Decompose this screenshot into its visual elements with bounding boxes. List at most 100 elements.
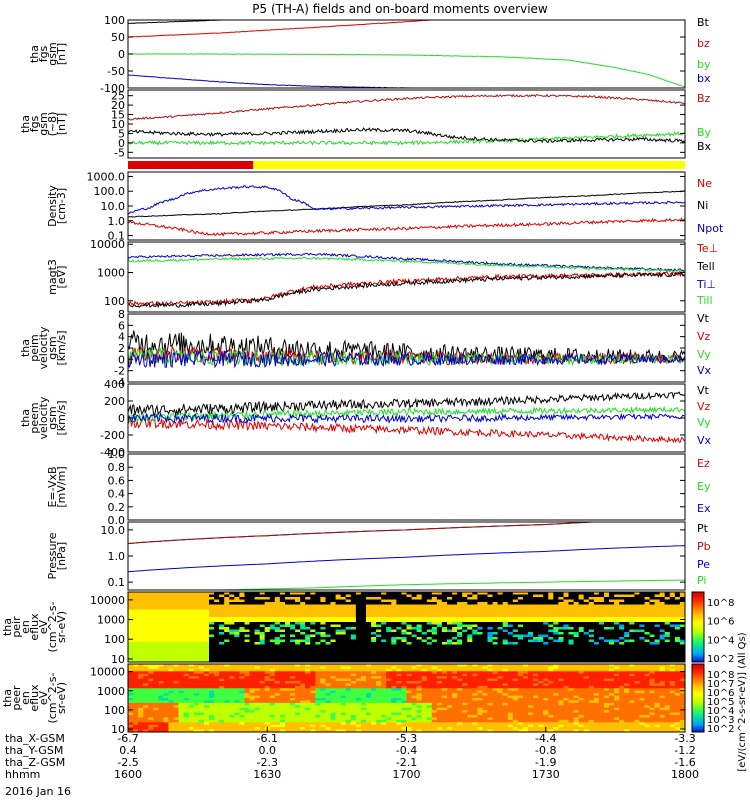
colorbar-p10 xyxy=(691,663,705,733)
ytick-label-p8-2: 0.1 xyxy=(108,576,126,589)
ytick-label-p2-1: 20 xyxy=(111,99,125,112)
legend-p7-0: Ez xyxy=(697,457,710,470)
ytick-label-p9-3: 10 xyxy=(111,653,125,666)
frame-p9 xyxy=(127,591,686,663)
ylabel-p1: thafgsgsm[nT] xyxy=(28,42,68,65)
ytick-label-p9-2: 100 xyxy=(104,633,125,646)
legend-p6-1: Vz xyxy=(697,400,711,413)
line-p6-Vz xyxy=(128,416,685,444)
line-p6-Vx xyxy=(128,411,685,425)
colorbar-label-p10-0: 10^8 xyxy=(707,670,734,681)
xtick-label-2-1: -0.4 xyxy=(396,744,417,757)
line-p3-Ne xyxy=(128,217,685,237)
xtick-label-1-3: 1630 xyxy=(253,768,281,781)
ytick-label-p4-1: 1000 xyxy=(97,266,125,279)
legend-p5-0: Vt xyxy=(697,312,710,325)
ytick-label-p6-0: 400 xyxy=(104,378,125,391)
ytick-label-p7-0: 1.0 xyxy=(108,448,126,461)
frame-p2 xyxy=(127,89,686,159)
xtick-label-4-2: -1.6 xyxy=(674,756,695,769)
colorbar-label-p10-6: 10^2 xyxy=(707,724,734,735)
ytick-label-p6-4: -400 xyxy=(100,446,125,459)
colorbar-title: [eV/(cm^2-s-sr-eV)] (All Qs) xyxy=(737,632,748,771)
line-p8-Pi xyxy=(202,579,685,590)
line-p4-Tell xyxy=(128,271,685,309)
legend-p7-2: Ex xyxy=(697,502,711,515)
xtick-label-0-1: 0.4 xyxy=(119,744,137,757)
legend-p6-3: Vx xyxy=(697,434,712,447)
ylabel-p10: thapeerenefluxeV(cm^2-s-sr-eV) xyxy=(1,673,68,724)
ytick-label-p4-0: 10000 xyxy=(90,238,125,251)
ytick-label-p5-0: 8 xyxy=(118,308,125,321)
legend-p4-3: Till xyxy=(696,294,713,307)
ytick-label-p10-0: 10000 xyxy=(90,666,125,679)
ytick-label-p1-3: -50 xyxy=(107,65,125,78)
ytick-label-p10-3: 10 xyxy=(111,723,125,736)
ytick-label-p7-3: 0.4 xyxy=(108,488,126,501)
ylabel-p8: Pressure[nPa] xyxy=(46,532,68,579)
legend-p8-2: Pe xyxy=(697,558,710,571)
mode-bar-segment-0 xyxy=(128,161,254,169)
legend-p2-1: By xyxy=(697,126,712,139)
line-p4-TeL xyxy=(128,270,685,307)
frame-p4 xyxy=(127,241,686,313)
line-p2-Bx xyxy=(128,127,685,144)
ytick-label-p10-1: 1000 xyxy=(97,685,125,698)
ytick-label-p4-2: 100 xyxy=(104,295,125,308)
legend-p2-2: Bx xyxy=(697,140,712,153)
xtick-label-4-1: -1.2 xyxy=(674,744,695,757)
colorbars: 10^8 10^6 10^4 10^2 [eV/(cm^2-s-sr-eV)] (All… xyxy=(691,591,748,772)
mode-bar-segment-1 xyxy=(253,161,685,169)
series-p8 xyxy=(128,522,685,590)
line-p5-Vx xyxy=(128,350,685,369)
line-p1-bz xyxy=(128,20,440,38)
colorbar-label-p9-2: 10^4 xyxy=(707,635,734,646)
line-p8-Pe xyxy=(128,545,685,573)
ytick-label-p7-5: 0.0 xyxy=(108,514,126,527)
ytick-label-p2-4: 5 xyxy=(118,127,125,140)
ytick-label-p5-4: 0 xyxy=(118,353,125,366)
xtick-label-4-3: 1800 xyxy=(671,768,699,781)
legend-p1-0: Bt xyxy=(697,16,710,29)
colorbar-label-p10-3: 10^5 xyxy=(707,697,734,708)
legend-p3-1: Ni xyxy=(697,199,708,212)
series-p3 xyxy=(128,185,685,237)
line-p1-bx xyxy=(128,74,442,88)
xtick-label-3-2: -1.9 xyxy=(535,756,556,769)
line-p8-Pb xyxy=(128,522,593,544)
ytick-label-p3-2: 10.0 xyxy=(101,200,126,213)
ytick-label-p6-1: 200 xyxy=(104,395,125,408)
legend-p6-2: Vy xyxy=(697,416,711,429)
ylabel-p9: thapeirenefluxeV(cm^2-s-sr-eV) xyxy=(1,602,68,653)
heatmap-p10 xyxy=(128,664,685,732)
colorbar-label-p10-2: 10^6 xyxy=(707,688,734,699)
ytick-label-p2-3: 10 xyxy=(111,118,125,131)
xaxis-row-label-2: tha_Z-GSM xyxy=(5,756,65,769)
legend-p2-0: Bz xyxy=(697,92,711,105)
line-p5-Vt xyxy=(128,330,685,365)
ytick-label-p5-5: -2 xyxy=(114,365,125,378)
line-p1-by xyxy=(128,53,685,88)
line-p2-Bz xyxy=(128,93,685,121)
line-p6-Vy xyxy=(128,405,685,424)
legend-p1-1: bz xyxy=(697,37,710,50)
series-p5 xyxy=(128,330,685,369)
xtick-label-0-0: -6.7 xyxy=(117,732,138,745)
panel-p3: 1000.0 100.0 10.0 1.0 0.1 Density[cm-3] xyxy=(46,170,686,243)
xtick-label-4-0: -3.3 xyxy=(674,732,695,745)
xtick-label-1-0: -6.1 xyxy=(257,732,278,745)
ylabel-p6: thapeemvelocitygsm[km/s] xyxy=(19,396,68,439)
colorbar-label-p10-5: 10^3 xyxy=(707,715,734,726)
ytick-label-p1-1: 50 xyxy=(111,31,125,44)
xtick-label-1-2: -2.3 xyxy=(257,756,278,769)
xtick-label-2-2: -2.1 xyxy=(396,756,417,769)
legend-p4-2: Ti⊥ xyxy=(696,278,716,291)
line-p6-Vt xyxy=(128,391,685,417)
ytick-label-p3-4: 0.1 xyxy=(108,230,126,243)
plot-title: P5 (TH-A) fields and on-board moments ov… xyxy=(252,2,548,16)
panel-p4: 10000 1000 100 magt3[eV] xyxy=(46,238,686,313)
ytick-label-p2-2: 15 xyxy=(111,109,125,122)
